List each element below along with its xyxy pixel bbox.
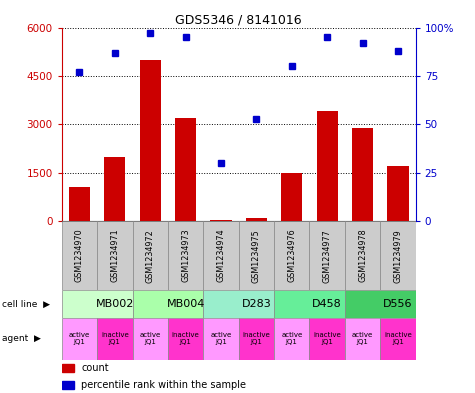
Bar	[104, 157, 125, 221]
Text: agent  ▶: agent ▶	[2, 334, 41, 343]
Bar	[97, 318, 133, 360]
Bar	[62, 318, 97, 360]
Text: GSM1234979: GSM1234979	[393, 229, 402, 283]
Bar	[345, 318, 380, 360]
Text: active
JQ1: active JQ1	[281, 332, 303, 345]
Text: inactive
JQ1: inactive JQ1	[384, 332, 412, 345]
Text: GSM1234975: GSM1234975	[252, 229, 261, 283]
Bar	[203, 290, 274, 318]
Bar	[62, 381, 74, 389]
Bar	[246, 219, 267, 221]
Text: inactive
JQ1: inactive JQ1	[172, 332, 200, 345]
Bar	[238, 221, 274, 290]
Text: active
JQ1: active JQ1	[69, 332, 90, 345]
Text: GSM1234974: GSM1234974	[217, 229, 226, 283]
Bar	[310, 318, 345, 360]
Bar	[140, 60, 161, 221]
Text: GSM1234972: GSM1234972	[146, 229, 155, 283]
Bar	[380, 318, 416, 360]
Bar	[133, 290, 203, 318]
Text: inactive
JQ1: inactive JQ1	[314, 332, 341, 345]
Bar	[274, 221, 310, 290]
Bar	[62, 221, 97, 290]
Bar	[203, 318, 238, 360]
Text: cell line  ▶: cell line ▶	[2, 300, 50, 309]
Text: GSM1234978: GSM1234978	[358, 229, 367, 283]
Bar	[274, 318, 310, 360]
Bar	[203, 221, 238, 290]
Bar	[345, 221, 380, 290]
Bar	[238, 318, 274, 360]
Bar	[168, 318, 203, 360]
Bar	[387, 166, 408, 221]
Title: GDS5346 / 8141016: GDS5346 / 8141016	[175, 13, 302, 26]
Text: percentile rank within the sample: percentile rank within the sample	[81, 380, 246, 389]
Bar	[310, 221, 345, 290]
Bar	[69, 187, 90, 221]
Bar	[352, 128, 373, 221]
Bar	[380, 221, 416, 290]
Text: D556: D556	[383, 299, 413, 309]
Text: GSM1234971: GSM1234971	[110, 229, 119, 283]
Bar	[62, 364, 74, 372]
Text: GSM1234977: GSM1234977	[323, 229, 332, 283]
Text: active
JQ1: active JQ1	[210, 332, 232, 345]
Text: GSM1234973: GSM1234973	[181, 229, 190, 283]
Text: inactive
JQ1: inactive JQ1	[101, 332, 129, 345]
Bar	[175, 118, 196, 221]
Text: GSM1234970: GSM1234970	[75, 229, 84, 283]
Bar	[133, 318, 168, 360]
Bar	[168, 221, 203, 290]
Bar	[274, 290, 345, 318]
Text: active
JQ1: active JQ1	[140, 332, 161, 345]
Text: MB004: MB004	[166, 299, 205, 309]
Bar	[316, 112, 338, 221]
Bar	[345, 290, 416, 318]
Bar	[97, 221, 133, 290]
Text: active
JQ1: active JQ1	[352, 332, 373, 345]
Text: MB002: MB002	[95, 299, 134, 309]
Bar	[281, 173, 303, 221]
Text: D458: D458	[312, 299, 342, 309]
Bar	[133, 221, 168, 290]
Text: count: count	[81, 363, 109, 373]
Text: GSM1234976: GSM1234976	[287, 229, 296, 283]
Text: D283: D283	[241, 299, 271, 309]
Bar	[62, 290, 133, 318]
Bar	[210, 220, 232, 221]
Text: inactive
JQ1: inactive JQ1	[243, 332, 270, 345]
